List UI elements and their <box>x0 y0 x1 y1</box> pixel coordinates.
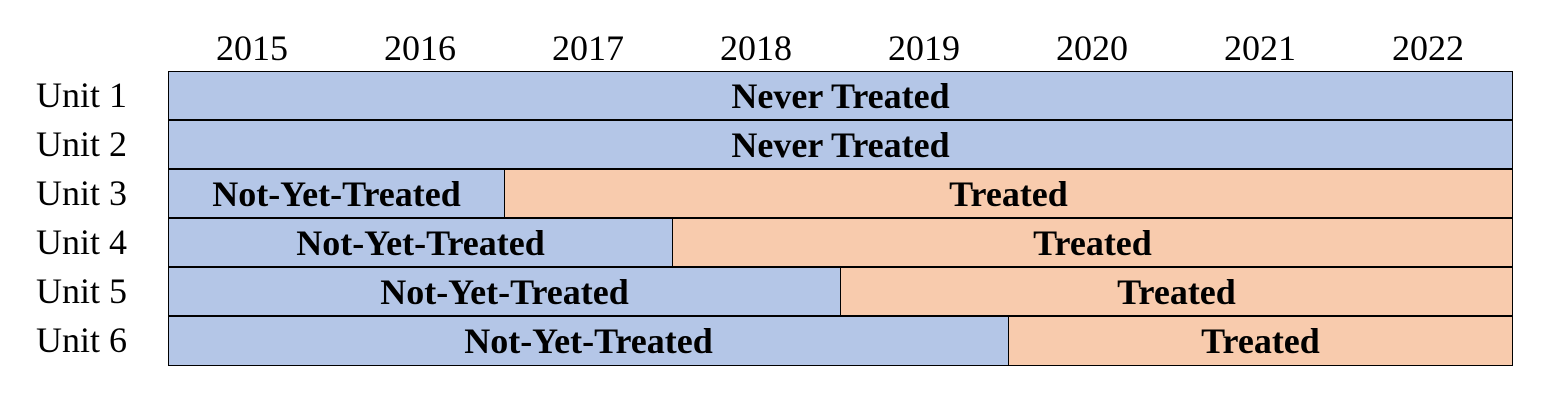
not-yet-treated-segment: Not-Yet-Treated <box>168 218 672 267</box>
not-yet-treated-segment: Not-Yet-Treated <box>168 267 840 316</box>
year-label-2015: 2015 <box>216 28 288 68</box>
year-label-2020: 2020 <box>1056 28 1128 68</box>
year-label-2017: 2017 <box>552 28 624 68</box>
never-treated-segment: Never Treated <box>168 120 1513 169</box>
treated-segment: Treated <box>504 169 1513 218</box>
year-label-2021: 2021 <box>1224 28 1296 68</box>
year-label-2022: 2022 <box>1392 28 1464 68</box>
unit-label: Unit 5 <box>36 271 128 311</box>
never-treated-segment: Never Treated <box>168 71 1513 120</box>
treated-segment: Treated <box>840 267 1513 316</box>
treated-segment: Treated <box>1008 316 1513 366</box>
unit-label: Unit 3 <box>36 173 128 213</box>
unit-label: Unit 4 <box>36 222 128 262</box>
treated-segment: Treated <box>672 218 1513 267</box>
not-yet-treated-segment: Not-Yet-Treated <box>168 316 1008 366</box>
unit-label: Unit 1 <box>36 75 128 115</box>
year-label-2016: 2016 <box>384 28 456 68</box>
unit-label: Unit 6 <box>36 320 128 360</box>
unit-label: Unit 2 <box>36 124 128 164</box>
not-yet-treated-segment: Not-Yet-Treated <box>168 169 504 218</box>
year-label-2018: 2018 <box>720 28 792 68</box>
year-label-2019: 2019 <box>888 28 960 68</box>
